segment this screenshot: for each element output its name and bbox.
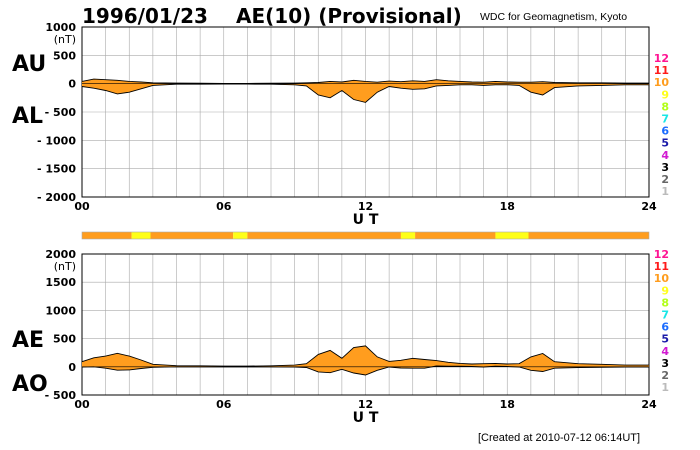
index-title: AE(10) (Provisional) [236,4,462,28]
level-legend-12: 12 [654,52,669,65]
y-tick-label: 0 [68,78,76,91]
level-legend-5: 5 [661,333,669,346]
activity-bar-segment [233,232,248,239]
level-legend-12: 12 [654,248,669,261]
activity-bar-segment [82,232,132,239]
x-tick-label: 18 [500,398,515,411]
al-label: AL [12,104,44,129]
ao-label: AO [12,372,48,397]
x-tick-label: 12 [358,200,373,213]
x-tick-label: 00 [74,398,90,411]
y-tick-label: 1000 [45,21,76,34]
x-tick-label: 18 [500,200,515,213]
activity-bar-segment [415,232,496,239]
area-au [82,79,649,84]
level-legend-10: 10 [654,272,670,285]
level-legend-1: 1 [661,185,669,198]
activity-bar-frame [81,231,650,240]
source-label: WDC for Geomagnetism, Kyoto [480,11,628,23]
y-axis-unit: (nT) [54,33,76,46]
area-al [82,83,649,103]
level-legend-8: 8 [661,296,669,309]
level-legend-4: 4 [661,149,669,162]
area-ao [82,366,649,375]
line-ae [81,345,649,367]
y-tick-label: - 1000 [37,134,76,147]
y-tick-label: - 500 [45,389,77,402]
activity-bar-segment [247,232,401,239]
area-ae [82,345,649,367]
y-tick-label: 500 [53,333,76,346]
activity-bar-segment [528,232,649,239]
y-tick-label: - 1500 [37,163,76,176]
y-tick-label: 500 [53,49,76,62]
level-legend-11: 11 [654,260,669,273]
activity-bar-segment [150,232,234,239]
level-legend-1: 1 [661,381,669,394]
x-axis-label: U T [353,212,379,228]
x-tick-label: 06 [216,398,232,411]
y-tick-label: 2000 [45,248,76,261]
level-legend-3: 3 [661,161,669,174]
activity-bar-segment [495,232,529,239]
level-legend-7: 7 [661,309,669,322]
level-legend-4: 4 [661,345,669,358]
y-tick-label: 0 [68,361,76,374]
line-al [81,83,649,103]
y-tick-label: - 500 [45,106,77,119]
y-tick-label: 1000 [45,304,76,317]
level-legend-7: 7 [661,113,669,126]
ae-label: AE [12,328,45,353]
y-tick-label: - 2000 [37,191,76,204]
x-tick-label: 24 [641,398,657,411]
x-tick-label: 24 [641,200,657,213]
level-legend-8: 8 [661,100,669,113]
x-axis-label: U T [353,410,379,426]
x-tick-label: 06 [216,200,232,213]
created-timestamp: [Created at 2010-07-12 06:14UT] [478,432,641,444]
y-axis-unit: (nT) [54,260,76,273]
y-tick-label: 1500 [45,276,76,289]
activity-bar-segment [131,232,151,239]
plot-frame [81,26,650,198]
level-legend-10: 10 [654,76,670,89]
level-legend-9: 9 [661,284,669,297]
line-au [81,78,649,84]
level-legend-2: 2 [661,173,669,186]
activity-bar-segment [400,232,416,239]
level-legend-6: 6 [661,125,669,138]
level-legend-5: 5 [661,137,669,150]
level-legend-6: 6 [661,321,669,334]
x-tick-label: 12 [358,398,373,411]
level-legend-11: 11 [654,64,669,77]
x-tick-label: 00 [74,200,90,213]
au-label: AU [12,52,47,77]
level-legend-3: 3 [661,357,669,370]
level-legend-9: 9 [661,88,669,101]
plot-frame [81,253,650,396]
level-legend-2: 2 [661,369,669,382]
date-title: 1996/01/23 [82,4,208,28]
